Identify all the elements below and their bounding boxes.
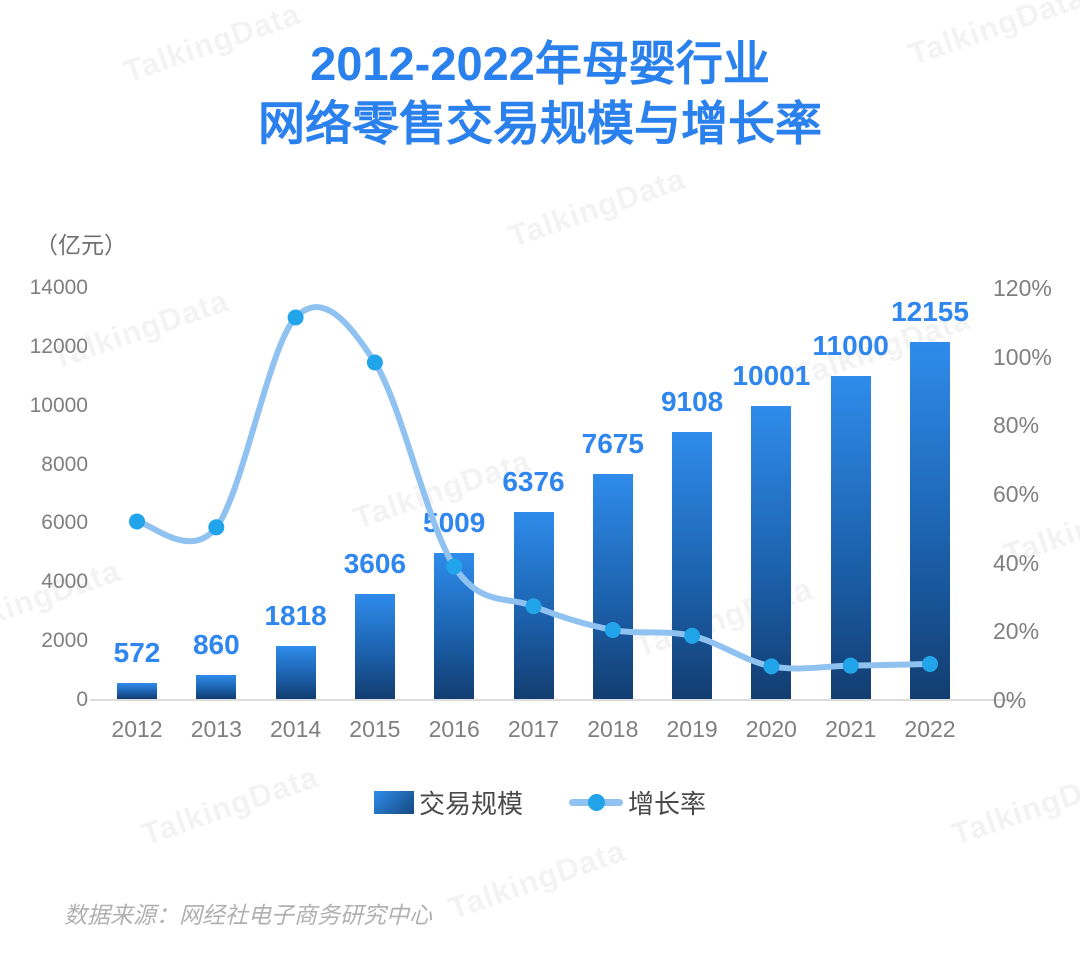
source-note: 数据来源：网经社电子商务研究中心 [64, 902, 432, 928]
left-axis-tick: 10000 [29, 393, 88, 417]
right-axis-tick: 80% [993, 412, 1040, 439]
bar-value-label: 7675 [581, 428, 644, 460]
bar [196, 674, 237, 699]
right-axis-tick: 0% [993, 687, 1027, 713]
legend-item-growth-rate: 增长率 [569, 784, 706, 821]
legend: 交易规模 增长率 [0, 784, 1080, 821]
left-axis-tick: 4000 [41, 570, 88, 594]
left-axis-tick: 2000 [41, 629, 88, 653]
legend-line-label: 增长率 [628, 789, 707, 819]
x-axis-label: 2016 [428, 716, 480, 742]
legend-line-marker-dot [588, 794, 605, 811]
bar-value-label: 860 [192, 628, 240, 660]
chart-title: 2012-2022年母婴行业 网络零售交易规模与增长率 [0, 34, 1080, 154]
right-axis-tick: 40% [993, 549, 1040, 576]
growth-line-marker [366, 354, 383, 371]
x-axis-label: 2022 [904, 716, 956, 742]
x-axis-baseline [90, 699, 1015, 701]
bar [354, 593, 395, 699]
left-axis-tick: 6000 [41, 511, 88, 535]
bar [830, 376, 871, 699]
bar [910, 342, 950, 699]
left-axis-tick: 14000 [29, 276, 88, 299]
right-axis-tick: 120% [993, 275, 1052, 301]
left-axis-tick: 12000 [29, 334, 88, 358]
growth-line-marker [287, 309, 304, 326]
bar-value-label: 10001 [732, 359, 811, 391]
left-axis-unit-label: （亿元） [35, 232, 127, 258]
x-axis-label: 2012 [111, 716, 163, 742]
x-axis-label: 2019 [666, 716, 718, 742]
bar-value-label: 6376 [502, 466, 565, 498]
growth-line-marker [129, 513, 145, 530]
x-axis-label: 2013 [190, 716, 242, 742]
x-axis-label: 2018 [587, 716, 639, 742]
legend-line-swatch [569, 794, 623, 811]
bar-value-label: 12155 [891, 296, 969, 328]
bar-value-label: 11000 [812, 330, 889, 362]
x-axis-label: 2015 [349, 716, 401, 742]
bar [751, 405, 792, 699]
bar [513, 512, 554, 699]
x-axis-label: 2021 [825, 716, 877, 742]
right-axis-tick: 20% [993, 618, 1040, 645]
legend-bar-label: 交易规模 [418, 789, 523, 819]
left-axis-tick: 0 [76, 688, 88, 711]
x-axis-label: 2020 [745, 716, 797, 742]
x-axis-label: 2017 [507, 716, 560, 742]
chart-title-line2: 网络零售交易规模与增长率 [258, 97, 822, 150]
legend-item-transaction-scale: 交易规模 [373, 784, 523, 821]
bar-value-label: 3606 [343, 547, 407, 579]
legend-bar-swatch [373, 791, 414, 814]
right-axis-tick: 60% [993, 481, 1040, 507]
chart-title-line1: 2012-2022年母婴行业 [310, 37, 770, 90]
bar-value-label: 1818 [264, 600, 327, 632]
right-axis-tick: 100% [993, 343, 1052, 370]
bar [117, 683, 157, 699]
bar [592, 474, 633, 699]
talkingdata-watermark: TalkingData [444, 832, 630, 927]
bar-value-label: 5009 [423, 506, 486, 538]
left-axis-tick: 8000 [41, 452, 88, 476]
growth-line-marker [208, 519, 225, 536]
bar [275, 646, 316, 699]
bar [672, 431, 713, 699]
bar [434, 552, 475, 699]
x-axis-label: 2014 [270, 716, 322, 742]
talkingdata-watermark: TalkingData [504, 160, 690, 255]
